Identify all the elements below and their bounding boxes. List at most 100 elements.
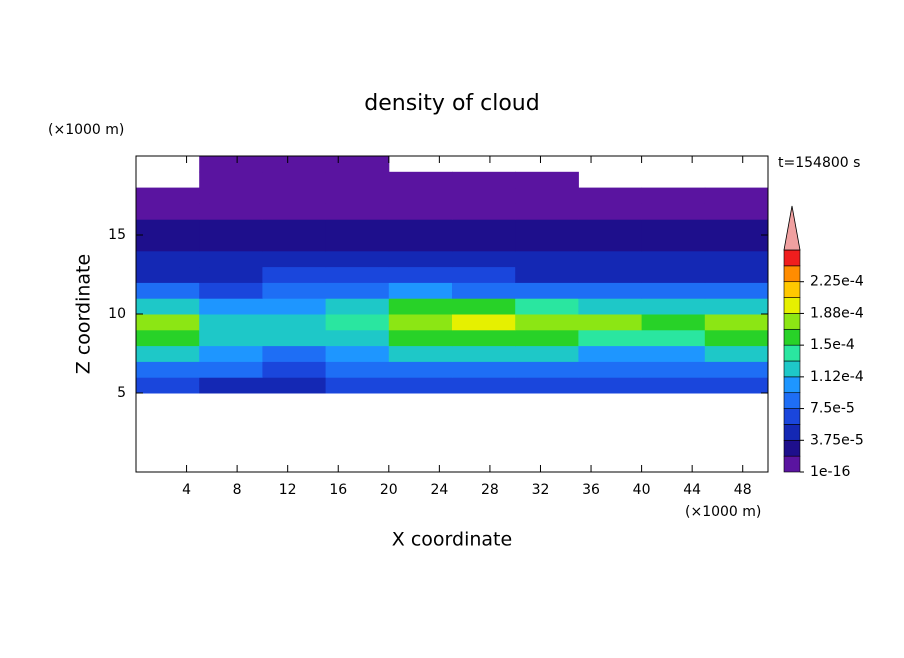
contour-cell: [578, 266, 643, 283]
colorbar-tick-label: 1.12e-4: [810, 369, 864, 385]
contour-cell: [325, 203, 390, 220]
contour-cell: [136, 345, 200, 362]
colorbar-box: [783, 376, 801, 394]
contour-cell: [388, 361, 453, 378]
y-tick-label: 15: [108, 227, 126, 243]
contour-cell: [136, 250, 200, 268]
contour-cell: [641, 329, 706, 347]
contour-cell: [199, 219, 263, 236]
contour-cell: [136, 235, 200, 252]
contour-cell: [262, 156, 327, 173]
contour-cell: [452, 282, 516, 299]
contour-cell: [325, 298, 390, 315]
contour-cell: [452, 298, 516, 315]
contour-cell: [578, 314, 643, 331]
contour-cell: [136, 314, 200, 331]
contour-cell: [262, 250, 327, 268]
colorbar-box: [783, 265, 801, 283]
contour-cell: [452, 235, 516, 252]
contour-cell: [199, 282, 263, 299]
contour-cell: [199, 203, 263, 220]
contour-cell: [515, 314, 579, 331]
contour-cell: [704, 187, 769, 204]
contour-cell: [388, 235, 453, 252]
contour-cell: [704, 298, 769, 315]
contour-cell: [325, 314, 390, 331]
contour-cell: [515, 345, 579, 362]
contour-cell: [262, 329, 327, 347]
contour-cell: [578, 235, 643, 252]
contour-cell: [325, 345, 390, 362]
contour-cell: [641, 345, 706, 362]
time-annotation: t=154800 s: [778, 155, 860, 171]
colorbar-box: [783, 439, 801, 457]
contour-cell: [578, 187, 643, 204]
contour-cell: [515, 298, 579, 315]
contour-cell: [262, 361, 327, 378]
contour-cell: [452, 171, 516, 189]
contour-cell: [515, 219, 579, 236]
contour-cell: [515, 377, 579, 394]
contour-cell: [199, 187, 263, 204]
contour-cell: [452, 377, 516, 394]
contour-cell: [452, 219, 516, 236]
colorbar-tick-label: 2.25e-4: [810, 274, 864, 290]
colorbar-box: [783, 392, 801, 409]
contour-cell: [452, 187, 516, 204]
contour-cell: [199, 171, 263, 189]
contour-cell: [641, 250, 706, 268]
x-tick-label: 12: [279, 482, 297, 498]
contour-cell: [388, 345, 453, 362]
x-unit: (×1000 m): [685, 504, 761, 520]
contour-cell: [578, 282, 643, 299]
contour-cell: [704, 282, 769, 299]
contour-cell: [515, 250, 579, 268]
contour-cell: [325, 282, 390, 299]
contour-cell: [388, 314, 453, 331]
contour-cell: [262, 377, 327, 394]
colorbar-tick-label: 1.88e-4: [810, 305, 864, 321]
contour-cell: [452, 345, 516, 362]
contour-cell: [641, 282, 706, 299]
contour-cell: [325, 156, 390, 173]
colorbar-box: [783, 455, 801, 473]
x-tick-label: 8: [233, 482, 242, 498]
colorbar-box: [783, 344, 801, 362]
contour-cell: [388, 171, 453, 189]
contour-cell: [515, 235, 579, 252]
colorbar-box: [783, 328, 801, 346]
contour-cell: [199, 377, 263, 394]
contour-cell: [388, 298, 453, 315]
contour-cell: [199, 250, 263, 268]
contour-cell: [199, 345, 263, 362]
contour-cell: [262, 235, 327, 252]
contour-cell: [704, 345, 769, 362]
colorbar-box: [783, 408, 801, 425]
contour-cell: [325, 329, 390, 347]
contour-cell: [704, 329, 769, 347]
x-tick-label: 36: [582, 482, 600, 498]
contour-cell: [325, 171, 390, 189]
contour-cell: [388, 187, 453, 204]
contour-cell: [199, 235, 263, 252]
contour-cell: [578, 361, 643, 378]
colorbar-box: [783, 313, 801, 330]
contour-cell: [325, 250, 390, 268]
colorbar-box: [783, 424, 801, 441]
y-tick-label: 5: [117, 385, 126, 401]
x-tick-label: 20: [380, 482, 398, 498]
contour-cell: [199, 298, 263, 315]
contour-cell: [704, 377, 769, 394]
x-tick-label: 44: [683, 482, 701, 498]
contour-cell: [136, 219, 200, 236]
x-tick-label: 40: [633, 482, 651, 498]
contour-cell: [452, 203, 516, 220]
contour-cell: [136, 266, 200, 283]
x-tick-label: 48: [734, 482, 752, 498]
contour-cell: [452, 329, 516, 347]
contour-cell: [704, 203, 769, 220]
contour-cell: [325, 266, 390, 283]
y-tick-label: 10: [108, 306, 126, 322]
contour-cell: [136, 377, 200, 394]
x-axis-label: X coordinate: [392, 529, 512, 551]
